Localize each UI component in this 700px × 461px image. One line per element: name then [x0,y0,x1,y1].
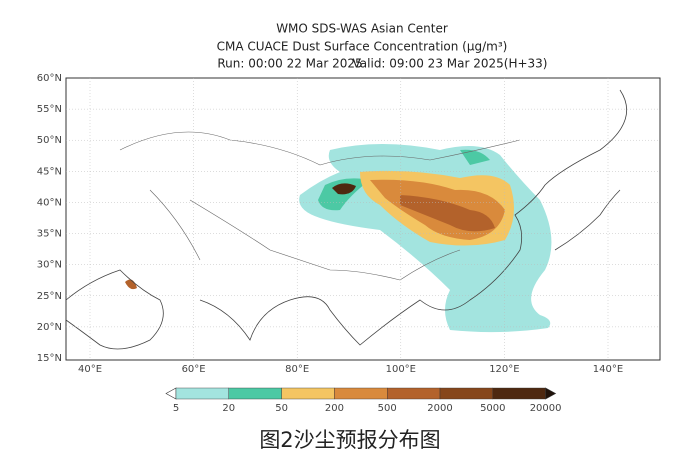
colorbar-label: 2000 [427,403,452,414]
lon-label: 120°E [489,364,519,375]
colorbar: 5 20 50 200 500 2000 5000 20000 [165,387,562,414]
colorbar-segment [387,387,441,400]
country-borders [119,131,521,281]
map: 60°N 55°N 50°N 45°N 40°N 35°N 30°N 25°N 20°N 15°N… [37,73,661,375]
arabia-coast [65,269,164,350]
colorbar-label: 20 [222,403,235,414]
colorbar-label: 500 [378,403,397,414]
lat-label: 50°N [37,135,62,146]
title: WMO SDS-WAS Asian Center [276,22,448,36]
dust-20 [318,149,490,211]
colorbar-segment [281,387,335,400]
valid-time: Valid: 09:00 23 Mar 2025(H+33) [353,57,548,71]
lat-label: 55°N [37,104,62,115]
lon-label: 100°E [386,364,416,375]
dust-high [332,183,356,195]
lat-label: 60°N [37,73,62,84]
colorbar-segment [175,387,229,400]
colorbar-arrow-low [165,387,177,400]
coastlines [65,89,628,350]
colorbar-arrow-high [545,387,557,400]
lat-label: 35°N [37,229,62,240]
colorbar-segment [439,387,493,400]
caption: 图2沙尘预报分布图 [259,428,440,452]
lat-label: 40°N [37,197,62,208]
lat-label: 15°N [37,353,62,364]
lon-label: 80°E [285,364,309,375]
japan-coast [554,189,621,251]
run-time: Run: 00:00 22 Mar 2025 [217,57,362,71]
colorbar-label: 200 [325,403,344,414]
dust-500 [400,195,495,232]
lat-label: 30°N [37,260,62,271]
borders [119,131,521,281]
colorbar-segment [228,387,282,400]
lon-label: 140°E [593,364,623,375]
asia-coast [199,89,628,346]
colorbar-label: 5 [173,403,179,414]
subtitle: CMA CUACE Dust Surface Concentration (μg… [217,40,508,54]
dust-field [125,144,552,333]
colorbar-label: 20000 [530,403,562,414]
lon-label: 40°E [78,364,102,375]
colorbar-segment [334,387,388,400]
colorbar-segment [492,387,546,400]
colorbar-label: 5000 [480,403,505,414]
lon-label: 60°E [182,364,206,375]
lat-label: 45°N [37,166,62,177]
dust-gulf [125,279,137,290]
lat-label: 25°N [37,291,62,302]
lat-label: 20°N [37,322,62,333]
colorbar-label: 50 [275,403,288,414]
